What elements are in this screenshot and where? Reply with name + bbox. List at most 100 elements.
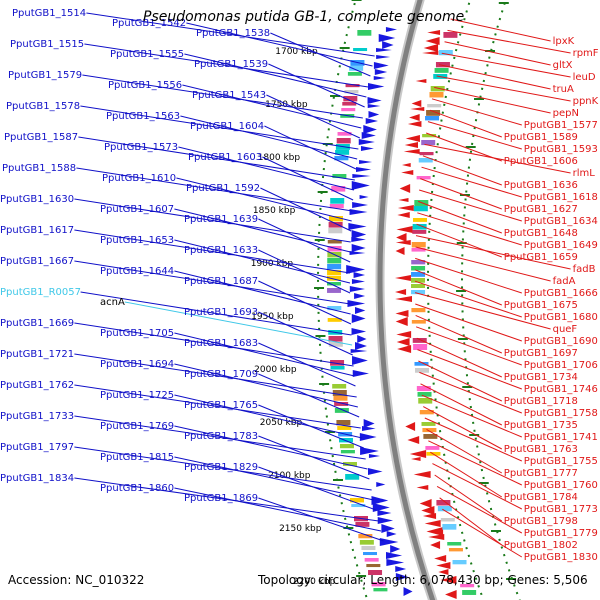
- reverse-gene-arrow: [401, 170, 414, 175]
- cog-block-reverse: [419, 152, 434, 156]
- left-gene-label: PputGB1_1579: [8, 70, 82, 81]
- right-connector-line: [434, 86, 551, 114]
- right-connector-line: [450, 18, 551, 42]
- cog-block-forward: [334, 156, 349, 161]
- reverse-gene-arrow: [421, 506, 435, 515]
- cog-block-forward: [366, 564, 381, 568]
- forward-gene-arrow: [350, 349, 368, 353]
- left-gene-label: PputGB1_1578: [6, 101, 80, 112]
- cog-block-forward: [368, 570, 383, 576]
- accession-text: Accession: NC_010322: [8, 573, 145, 587]
- reverse-gene-arrow: [396, 233, 407, 242]
- right-gene-label: PputGB1_1746: [524, 384, 598, 395]
- forward-gene-arrow: [386, 552, 403, 559]
- forward-gene-arrow: [376, 48, 392, 52]
- reverse-gene-arrow: [398, 198, 409, 202]
- left-gene-label: PputGB1_1644: [100, 266, 174, 277]
- forward-gene-arrow: [386, 531, 397, 537]
- right-gene-label: PputGB1_1802: [504, 540, 578, 551]
- forward-gene-arrow: [351, 237, 366, 242]
- cog-block-reverse: [414, 362, 429, 366]
- cog-block-forward: [349, 66, 364, 71]
- right-connector-line: [415, 303, 522, 342]
- cog-block-reverse: [435, 62, 450, 68]
- cog-block-forward: [359, 540, 374, 545]
- cog-block-forward: [328, 228, 343, 234]
- forward-gene-arrow: [349, 286, 366, 292]
- left-gene-label: PputGB1_1592: [186, 183, 260, 194]
- cog-block-reverse: [413, 344, 428, 350]
- reverse-gene-arrow: [395, 310, 409, 317]
- reverse-gene-arrow: [395, 240, 411, 245]
- right-connector-line: [414, 280, 522, 318]
- cog-block-forward: [340, 450, 355, 454]
- forward-gene-arrow: [361, 426, 376, 431]
- cog-block-forward: [342, 102, 357, 106]
- left-connector-line: [74, 198, 351, 243]
- kbp-tick-label: 1700 kbp: [275, 47, 318, 57]
- left-connector-line: [182, 84, 362, 129]
- right-gene-label: queF: [553, 324, 578, 335]
- reverse-gene-arrow: [405, 135, 420, 142]
- left-connector-line: [184, 53, 367, 98]
- left-connector-line: [258, 218, 351, 263]
- forward-gene-arrow: [386, 559, 405, 566]
- right-connector-line: [426, 428, 503, 474]
- reverse-gene-arrow: [396, 331, 412, 338]
- left-gene-label: acnA: [100, 297, 125, 308]
- left-connector-line: [270, 32, 371, 77]
- cog-block-reverse: [411, 320, 426, 324]
- cog-block-reverse: [416, 386, 431, 392]
- left-connector-line: [74, 384, 361, 429]
- cog-block-forward: [333, 396, 348, 401]
- left-gene-label: PputGB1_1573: [104, 142, 178, 153]
- right-connector-line: [422, 155, 502, 186]
- right-connector-line: [438, 64, 551, 90]
- left-gene-label: PputGB1_1829: [184, 462, 258, 473]
- forward-gene-arrow: [403, 587, 413, 596]
- left-gene-label: PputGB1_1733: [0, 411, 74, 422]
- cog-block-reverse: [438, 50, 453, 56]
- right-gene-label: PputGB1_1784: [504, 492, 578, 503]
- cog-block-reverse: [411, 284, 426, 289]
- reverse-gene-arrow: [434, 555, 447, 562]
- cog-block-reverse: [412, 224, 427, 230]
- left-gene-label: PputGB1_1587: [4, 132, 78, 143]
- cog-block-forward: [363, 552, 378, 556]
- left-connector-line: [74, 229, 351, 274]
- left-connector-line: [186, 22, 373, 67]
- reverse-gene-arrow: [395, 317, 408, 326]
- right-gene-labels: lpxKrpmFgltXleuDtruAppnKpepNPputGB1_1577…: [414, 18, 599, 563]
- left-gene-label: PputGB1_1725: [100, 390, 174, 401]
- right-connector-line: [420, 383, 503, 426]
- cog-block-reverse: [412, 230, 427, 234]
- left-connector-line: [174, 270, 351, 315]
- right-gene-label: PputGB1_1758: [524, 408, 598, 419]
- right-gene-label: PputGB1_1734: [504, 372, 578, 383]
- forward-gene-arrow: [347, 300, 366, 307]
- right-gene-label: PputGB1_1798: [504, 516, 578, 527]
- left-gene-label: PputGB1_1563: [106, 111, 180, 122]
- cog-block-forward: [343, 96, 358, 102]
- cog-block-reverse: [443, 32, 458, 38]
- cog-block-forward: [330, 366, 345, 370]
- left-connector-line: [258, 373, 360, 418]
- right-gene-label: PputGB1_1697: [504, 348, 578, 359]
- forward-gene-arrow: [360, 447, 379, 455]
- left-connector-line: [82, 74, 363, 119]
- forward-gene-arrow: [385, 27, 398, 32]
- left-connector-line: [174, 487, 382, 532]
- cog-block-reverse: [418, 158, 433, 163]
- right-gene-label: fadB: [573, 264, 596, 275]
- cog-block-reverse: [411, 266, 426, 271]
- cog-block-reverse: [452, 560, 467, 565]
- left-connector-line: [258, 249, 351, 294]
- forward-gene-arrow: [346, 265, 366, 274]
- kbp-tick-label: 1750 kbp: [265, 100, 308, 110]
- cog-block-forward: [364, 558, 379, 562]
- left-connector-line: [84, 43, 369, 88]
- cog-block-forward: [335, 150, 350, 155]
- cog-block-forward: [328, 342, 343, 347]
- cog-block-forward: [332, 390, 347, 396]
- left-connector-line: [174, 208, 351, 253]
